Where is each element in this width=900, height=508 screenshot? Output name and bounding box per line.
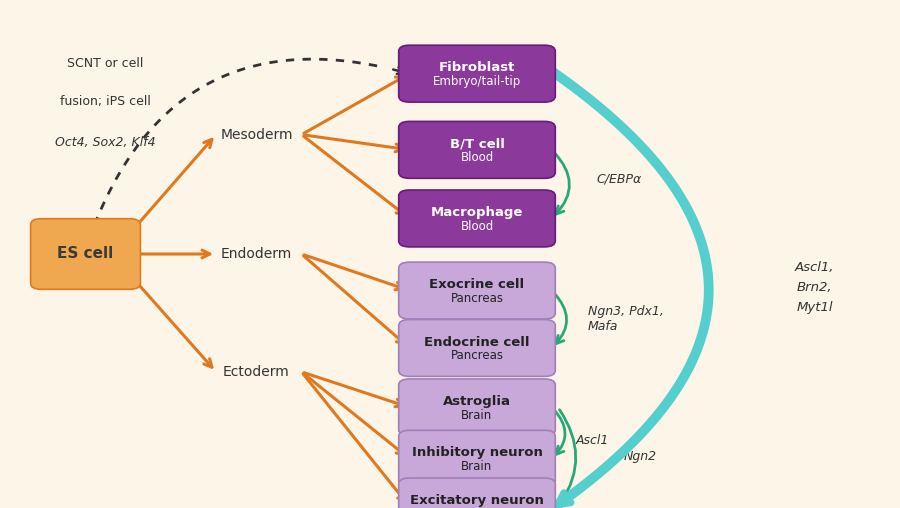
- Text: ES cell: ES cell: [58, 246, 113, 262]
- Text: Mesoderm: Mesoderm: [220, 128, 292, 142]
- FancyBboxPatch shape: [399, 45, 555, 102]
- Text: Ascl1: Ascl1: [576, 434, 609, 447]
- Text: Excitatory neuron: Excitatory neuron: [410, 494, 544, 507]
- Text: Endoderm: Endoderm: [220, 247, 292, 261]
- Text: fusion; iPS cell: fusion; iPS cell: [60, 95, 150, 108]
- Text: Blood: Blood: [461, 219, 493, 233]
- Text: Endocrine cell: Endocrine cell: [424, 336, 530, 348]
- Text: Macrophage: Macrophage: [431, 206, 523, 219]
- Text: Ngn2: Ngn2: [624, 451, 657, 463]
- Text: Oct4, Sox2, Klf4: Oct4, Sox2, Klf4: [55, 136, 156, 149]
- Text: Pancreas: Pancreas: [451, 292, 503, 305]
- Text: Astroglia: Astroglia: [443, 395, 511, 408]
- FancyBboxPatch shape: [399, 121, 555, 178]
- FancyBboxPatch shape: [399, 320, 555, 376]
- FancyBboxPatch shape: [399, 379, 555, 436]
- Text: Ngn3, Pdx1,
Mafa: Ngn3, Pdx1, Mafa: [588, 305, 663, 333]
- Text: C/EBPα: C/EBPα: [597, 173, 642, 185]
- Text: Pancreas: Pancreas: [451, 349, 503, 362]
- FancyBboxPatch shape: [31, 218, 140, 290]
- Text: Brain: Brain: [462, 460, 492, 473]
- Text: Fibroblast: Fibroblast: [439, 61, 515, 74]
- FancyBboxPatch shape: [399, 190, 555, 247]
- Text: Ascl1,
Brn2,
Myt1l: Ascl1, Brn2, Myt1l: [795, 261, 834, 313]
- Text: Brain: Brain: [462, 408, 492, 422]
- Text: B/T cell: B/T cell: [450, 138, 504, 150]
- Text: Exocrine cell: Exocrine cell: [429, 278, 525, 291]
- Text: Inhibitory neuron: Inhibitory neuron: [411, 447, 543, 459]
- Text: Blood: Blood: [461, 151, 493, 164]
- Text: Ectoderm: Ectoderm: [223, 365, 290, 379]
- FancyBboxPatch shape: [399, 478, 555, 508]
- FancyBboxPatch shape: [399, 430, 555, 487]
- Text: Embryo/tail-tip: Embryo/tail-tip: [433, 75, 521, 88]
- FancyBboxPatch shape: [399, 262, 555, 319]
- Text: SCNT or cell: SCNT or cell: [68, 57, 143, 70]
